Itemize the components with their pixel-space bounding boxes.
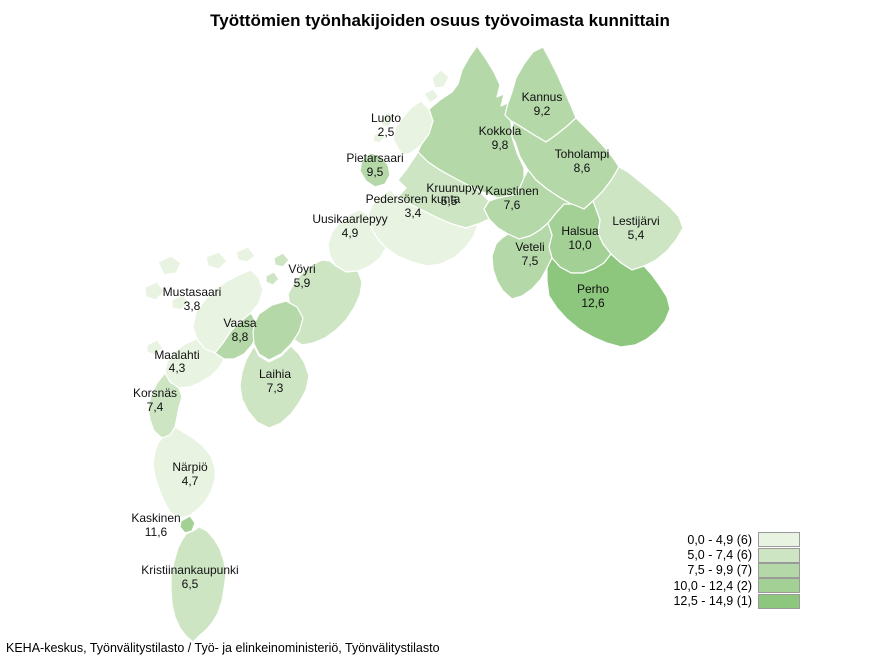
municipality-pietarsaari <box>359 152 391 188</box>
municipality-pietarsaari-label: Pietarsaari 9,5 <box>346 151 403 179</box>
municipality-kaustinen-shape <box>483 169 572 240</box>
legend-row-1: 5,0 - 7,4 (6) <box>640 547 800 563</box>
municipality-kristiinankaupunki <box>170 526 227 643</box>
legend: 0,0 - 4,9 (6) 5,0 - 7,4 (6) 7,5 - 9,9 (7) 1… <box>640 532 800 609</box>
municipality-veteli-label: Veteli 7,5 <box>515 240 544 268</box>
municipality-narpio-shape <box>152 426 216 519</box>
municipality-pedersoren-label: Pedersören kunta 3,4 <box>366 192 461 220</box>
municipality-laihia-shape <box>239 345 310 429</box>
legend-row-2: 7,5 - 9,9 (7) <box>640 562 800 578</box>
municipality-kaskinen-shape <box>179 515 196 534</box>
municipality-veteli-shape <box>491 222 553 300</box>
municipality-perho-label: Perho 12,6 <box>577 282 609 310</box>
municipality-maalahti-label: Maalahti 4,3 <box>154 348 199 375</box>
legend-swatch <box>758 593 800 609</box>
municipality-vaasa-shape <box>252 300 304 361</box>
municipality-pietarsaari-shape <box>359 152 391 188</box>
municipality-kannus-label: Kannus 9,2 <box>522 90 563 118</box>
municipality-narpio <box>152 426 216 519</box>
municipality-mustasaari-shape <box>171 294 190 311</box>
municipality-lestijarvi-label: Lestijärvi 5,4 <box>612 214 659 242</box>
municipality-vaasa-label: Vaasa 8,8 <box>223 316 256 344</box>
legend-row-3: 10,0 - 12,4 (2) <box>640 578 800 594</box>
municipality-kaskinen-label: Kaskinen 11,6 <box>131 511 180 539</box>
municipality-laihia <box>239 345 310 429</box>
municipality-luoto <box>372 69 450 156</box>
municipality-mustasaari-label: Mustasaari 3,8 <box>163 285 222 313</box>
municipality-narpio-label: Närpiö 4,7 <box>172 460 208 488</box>
municipality-voyri-shape <box>265 271 280 286</box>
municipality-perho-shape <box>546 253 671 348</box>
municipality-toholampi-label: Toholampi 8,6 <box>555 147 610 175</box>
municipality-mustasaari-shape <box>144 281 165 301</box>
municipality-luoto-shape <box>372 130 386 144</box>
municipality-kristiinankaupunki-label: Kristiinankaupunki 6,5 <box>141 563 238 591</box>
legend-label: 12,5 - 14,9 (1) <box>673 594 752 609</box>
municipality-mustasaari <box>144 246 264 354</box>
municipality-kokkola-label: Kokkola 9,8 <box>479 124 522 152</box>
municipality-maalahti <box>146 338 225 389</box>
municipality-voyri-shape <box>285 259 363 346</box>
legend-label: 7,5 - 9,9 (7) <box>687 563 752 578</box>
legend-rows: 0,0 - 4,9 (6) 5,0 - 7,4 (6) 7,5 - 9,9 (7) 1… <box>640 532 800 609</box>
legend-label: 10,0 - 12,4 (2) <box>673 578 752 593</box>
municipality-luoto-shape <box>423 88 440 104</box>
legend-swatch <box>758 532 800 548</box>
source-note: KEHA-keskus, Työnvälitystilasto / Työ- j… <box>6 641 440 655</box>
municipality-luoto-label: Luoto 2,5 <box>371 111 401 139</box>
municipality-kristiinankaupunki-shape <box>170 526 227 643</box>
municipality-mustasaari-shape <box>235 246 256 263</box>
municipality-mustasaari-shape <box>205 251 228 270</box>
municipality-voyri-shape <box>273 252 290 268</box>
municipality-veteli <box>491 222 553 300</box>
municipality-voyri <box>265 252 363 346</box>
municipality-halsua-label: Halsua 10,0 <box>561 224 599 252</box>
municipality-kaustinen-label: Kaustinen 7,6 <box>485 184 538 212</box>
municipality-luoto-shape <box>380 111 395 128</box>
municipality-kaustinen <box>483 169 572 240</box>
municipality-kokkola <box>417 45 525 199</box>
legend-swatch <box>758 578 800 594</box>
legend-row-0: 0,0 - 4,9 (6) <box>640 532 800 548</box>
municipality-voyri-label: Vöyri 5,9 <box>288 262 315 290</box>
municipality-kaskinen <box>179 515 196 534</box>
legend-swatch <box>758 547 800 563</box>
municipality-uusikaarlepyy-label: Uusikaarlepyy 4,9 <box>312 212 387 240</box>
municipality-maalahti-shape <box>146 339 164 356</box>
legend-label: 5,0 - 7,4 (6) <box>687 548 752 563</box>
municipality-korsnas-label: Korsnäs 7,4 <box>133 386 177 414</box>
municipality-vaasa <box>214 300 304 361</box>
municipality-mustasaari-shape <box>157 255 182 276</box>
municipality-perho <box>546 253 671 348</box>
municipality-laihia-label: Laihia 7,3 <box>259 367 291 395</box>
legend-row-4: 12,5 - 14,9 (1) <box>640 593 800 609</box>
legend-label: 0,0 - 4,9 (6) <box>687 532 752 547</box>
municipality-kruunupyy-label: Kruunupyy 5,5 <box>426 181 483 208</box>
legend-swatch <box>758 562 800 578</box>
municipality-maalahti-shape <box>164 338 225 389</box>
municipality-luoto-shape <box>431 69 450 89</box>
municipality-luoto-shape <box>392 100 434 156</box>
map-title: Työttömien työnhakijoiden osuus työvoima… <box>210 11 670 30</box>
municipality-kokkola-shape <box>417 45 525 199</box>
